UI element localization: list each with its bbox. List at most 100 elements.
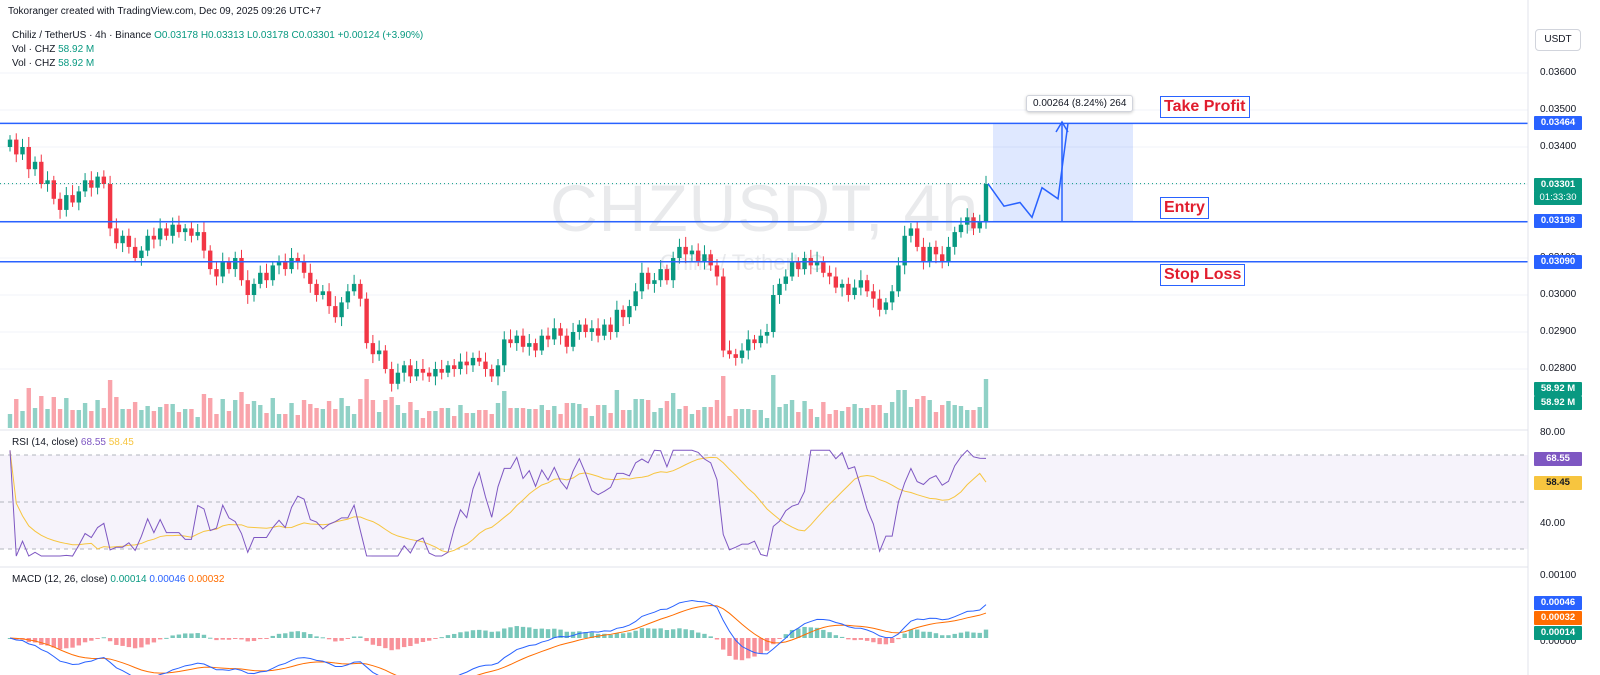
volume-value: 58.92 M	[58, 44, 95, 55]
candle-body	[107, 184, 113, 229]
macd-histogram-bar	[395, 638, 401, 650]
macd-histogram-bar	[414, 638, 419, 644]
macd-histogram-bar	[276, 633, 282, 638]
volume-bar	[145, 406, 150, 428]
macd-legend: MACD (12, 26, close) 0.00014 0.00046 0.0…	[12, 574, 224, 585]
macd-histogram-bar	[495, 631, 501, 638]
candle-body	[921, 246, 926, 262]
macd-axis-top: 0.00100	[1540, 570, 1577, 581]
volume-bar	[889, 402, 895, 428]
name-watermark: Chiliz / TetherUS	[660, 250, 824, 275]
volume-bar	[339, 398, 344, 428]
candle-body	[82, 180, 88, 192]
rsi-legend: RSI (14, close) 68.55 58.45	[12, 437, 134, 448]
macd-histogram-bar	[270, 635, 275, 638]
candle-body	[545, 335, 551, 340]
volume-bar	[383, 400, 388, 428]
symbol-watermark: CHZUSDT, 4h	[550, 171, 980, 245]
macd-histogram-bar	[351, 636, 357, 638]
candle-body	[358, 283, 363, 299]
price-axis-tick: 0.03400	[1540, 141, 1577, 152]
candle-body	[889, 291, 895, 303]
volume-bar	[858, 408, 864, 428]
volume-legend-2: Vol · CHZ 58.92 M	[12, 58, 94, 69]
candle-body	[958, 224, 964, 233]
macd-histogram-bar	[971, 632, 976, 638]
candle-body	[664, 269, 670, 281]
macd-histogram-bar	[777, 638, 782, 639]
candle-body	[458, 361, 463, 369]
ohlc-legend: Chiliz / TetherUS · 4h · Binance O0.0317…	[12, 30, 423, 41]
macd-histogram-bar	[408, 638, 413, 647]
candle-body	[883, 302, 889, 310]
volume-bar	[132, 402, 138, 428]
macd-histogram-bar	[752, 638, 757, 657]
candle-body	[333, 306, 338, 318]
candle-body	[233, 258, 238, 270]
macd-histogram-bar	[645, 628, 651, 638]
currency-button[interactable]: USDT	[1535, 29, 1581, 51]
macd-histogram-bar	[301, 632, 307, 638]
macd-histogram-bar	[383, 638, 388, 649]
candle-body	[846, 283, 851, 295]
macd-histogram-bar	[251, 638, 257, 641]
macd-pane	[7, 599, 989, 675]
take-profit-price-tag: 0.03464	[1534, 116, 1582, 130]
candle-body	[802, 258, 807, 270]
macd-tag: 0.00046	[1534, 596, 1582, 610]
candle-body	[577, 324, 582, 332]
macd-histogram-bar	[439, 637, 444, 639]
macd-histogram-bar	[552, 628, 557, 638]
candle-body	[126, 235, 132, 247]
macd-histogram-bar	[76, 638, 82, 646]
candle-body	[401, 365, 407, 373]
candle-body	[57, 198, 63, 210]
candle-body	[627, 306, 632, 318]
stop-loss-price-tag: 0.03090	[1534, 255, 1582, 269]
volume-bar	[520, 408, 526, 428]
candle-body	[433, 369, 438, 377]
stop-loss-label: Stop Loss	[1160, 264, 1246, 286]
volume-bar	[408, 402, 413, 428]
candle-body	[420, 369, 426, 373]
candle-body	[276, 261, 282, 266]
macd-histogram-bar	[195, 633, 200, 638]
macd-histogram-bar	[176, 634, 182, 638]
macd-histogram-bar	[401, 638, 407, 648]
candle-body	[145, 235, 150, 251]
projection-line	[987, 123, 1069, 219]
volume-bar	[326, 401, 332, 428]
macd-histogram-bar	[514, 626, 519, 638]
candle-body	[220, 261, 225, 277]
candle-body	[320, 291, 326, 295]
volume-bar	[114, 397, 119, 428]
macd-histogram-bar	[933, 633, 939, 638]
candle-body	[696, 250, 701, 262]
macd-histogram-bar	[952, 633, 957, 638]
volume-bar	[683, 406, 688, 428]
candle-body	[783, 276, 788, 284]
volume-legend-1: Vol · CHZ 58.92 M	[12, 44, 94, 55]
macd-histogram-bar	[364, 638, 369, 642]
candle-body	[114, 228, 119, 244]
candle-body	[733, 354, 738, 358]
macd-histogram-bar	[946, 635, 951, 638]
candle-body	[602, 324, 607, 336]
macd-hist-value: 0.00014	[110, 574, 147, 585]
volume-bar	[539, 405, 544, 428]
macd-histogram-bar	[214, 638, 219, 641]
macd-histogram-bar	[164, 637, 169, 639]
candle-body	[983, 184, 989, 221]
candle-body	[70, 195, 75, 203]
profit-zone	[993, 123, 1133, 222]
candle-body	[132, 246, 138, 258]
candle-body	[301, 261, 307, 273]
volume-bar	[20, 411, 25, 428]
volume-bar	[7, 414, 13, 428]
candle-body	[871, 291, 876, 299]
volume-bar	[57, 409, 63, 428]
macd-histogram-bar	[445, 635, 451, 638]
volume-bar	[351, 414, 357, 428]
volume-bar	[514, 408, 519, 428]
volume-bar	[508, 408, 513, 428]
